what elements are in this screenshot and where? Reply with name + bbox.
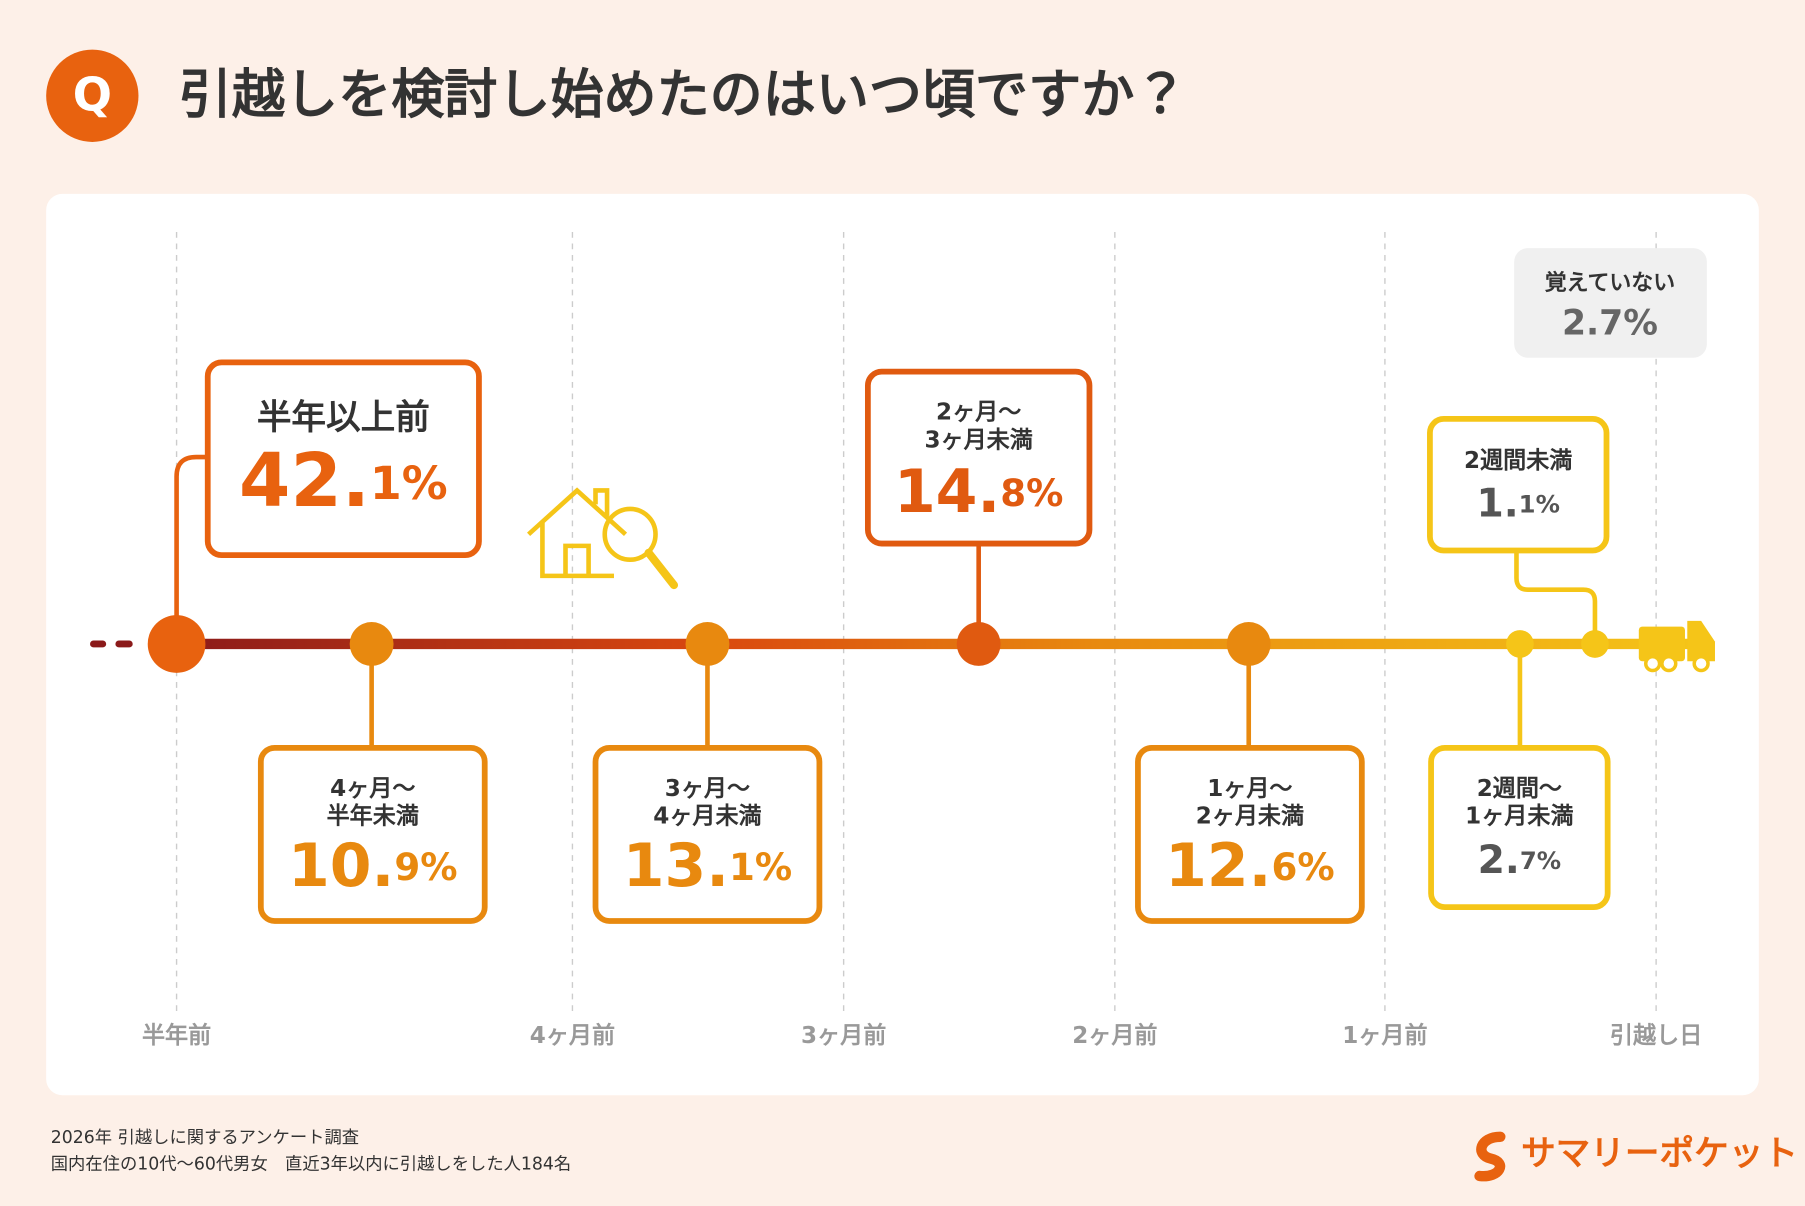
dash [115, 640, 133, 648]
axis-label: 3ヶ月前 [801, 1022, 886, 1049]
grid: 半年前 4ヶ月前 3ヶ月前 2ヶ月前 1ヶ月前 引越し日 [142, 231, 1702, 1049]
item-box [592, 744, 823, 924]
item-label: 2ヶ月〜 [936, 400, 1021, 426]
item-value: 2.7% [1478, 838, 1561, 883]
unknown-value: 2.7% [1562, 303, 1658, 343]
item-value: 1.1% [1476, 481, 1559, 526]
item-value: 14.8% [894, 457, 1063, 527]
timeline-dot [1506, 630, 1534, 658]
item-label: 2ヶ月未満 [1196, 804, 1304, 830]
timeline-dot [349, 622, 394, 666]
unknown-label: 覚えていない [1545, 270, 1675, 296]
timeline-dot [956, 622, 1001, 666]
item-box [1427, 416, 1610, 554]
timeline-dot [1581, 630, 1609, 658]
axis-label: 4ヶ月前 [530, 1022, 615, 1049]
item-box [204, 359, 482, 558]
timeline-dot [147, 615, 206, 673]
truck-icon [1638, 620, 1715, 673]
item-value: 12.6% [1165, 831, 1334, 901]
connector [1514, 550, 1598, 644]
item-value: 42.1% [239, 438, 448, 524]
axis-label: 引越し日 [1610, 1023, 1702, 1049]
axis-label: 1ヶ月前 [1342, 1022, 1427, 1049]
item-label: 1ヶ月〜 [1207, 776, 1292, 802]
axis-label: 2ヶ月前 [1072, 1022, 1157, 1049]
badge [46, 49, 139, 142]
item-label: 半年以上前 [257, 398, 430, 438]
footer-line: 2026年 引越しに関するアンケート調査 [51, 1128, 359, 1148]
item-label: 2週間〜 [1477, 776, 1562, 802]
item-box [257, 744, 488, 924]
item-label: 2週間未満 [1464, 448, 1572, 474]
item-box [1135, 744, 1365, 924]
item-box [864, 368, 1093, 547]
item-box [1428, 744, 1611, 910]
axis-label: 半年前 [142, 1022, 211, 1049]
house-icon [527, 487, 679, 590]
item-label: 1ヶ月未満 [1465, 804, 1573, 830]
item-label: 3ヶ月〜 [665, 776, 750, 802]
item-label: 4ヶ月〜 [330, 776, 415, 802]
item-label: 3ヶ月未満 [924, 427, 1032, 453]
dash [90, 640, 107, 648]
item-value: 10.9% [288, 831, 457, 901]
footer-line: 国内在住の10代〜60代男女 直近3年以内に引越しをした人184名 [51, 1154, 571, 1174]
unknown-box [1514, 248, 1707, 358]
item-label: 半年未満 [327, 803, 419, 830]
item-value: 13.1% [623, 831, 792, 901]
title: 引越しを検討し始めたのはいつ頃ですか？ [179, 64, 1188, 126]
timeline-dot [685, 622, 730, 666]
logo: サマリーポケット [1521, 1134, 1798, 1174]
item-label: 4ヶ月未満 [653, 804, 761, 830]
logo-icon [1474, 1131, 1506, 1182]
connector [174, 454, 208, 644]
timeline-dot [1226, 622, 1271, 666]
badge-text: Q [73, 68, 112, 122]
